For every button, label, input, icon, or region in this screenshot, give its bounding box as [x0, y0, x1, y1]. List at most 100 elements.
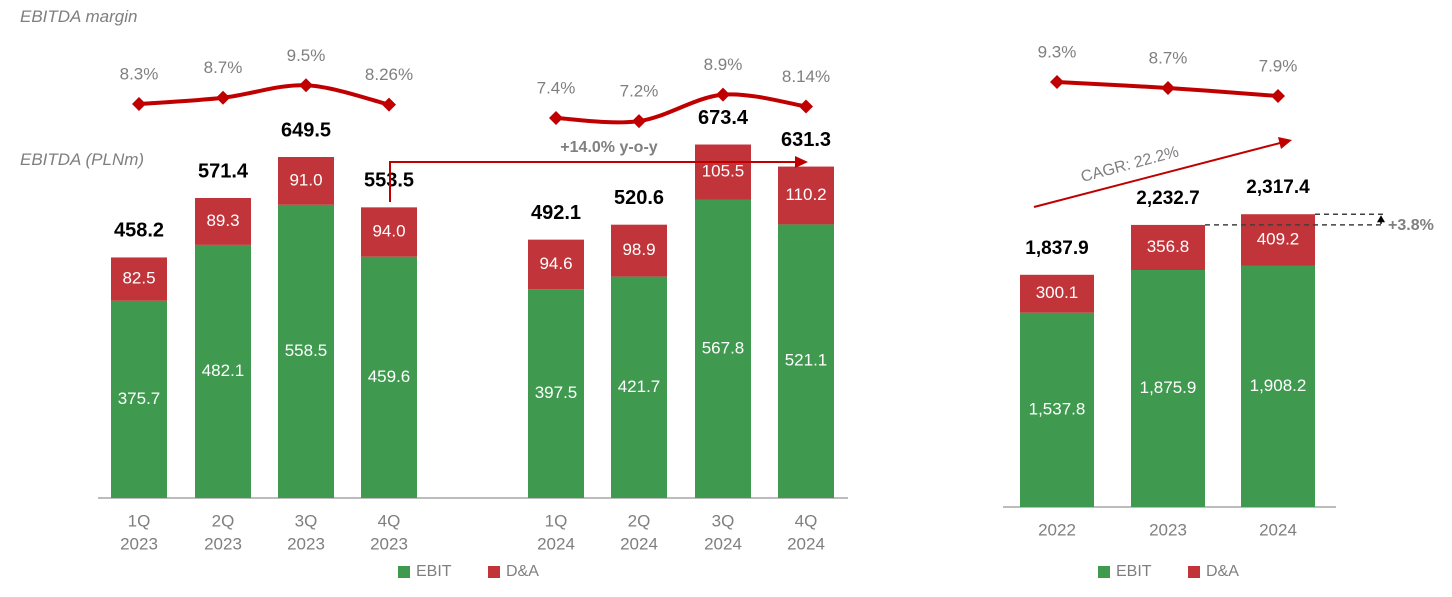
quarterly-2023-margin-point	[299, 78, 313, 93]
quarterly-ebit-label: 421.7	[618, 377, 661, 396]
quarterly-ebit-label: 567.8	[702, 338, 745, 357]
quarterly-2023-margin-point	[216, 90, 230, 105]
quarterly-legend-swatch	[488, 566, 500, 578]
annual-ebit-bar	[1131, 269, 1205, 507]
annual-total-label: 2,232.7	[1136, 188, 1199, 209]
quarterly-ebit-bar	[695, 199, 751, 498]
quarterly-tick-label: 2023	[204, 534, 242, 553]
annual-margin-point	[1050, 75, 1064, 89]
annual-total-label: 1,837.9	[1025, 238, 1088, 259]
quarterly-ebit-bar	[611, 276, 667, 498]
quarterly-tick-label: 2024	[537, 534, 575, 553]
quarterly-total-label: 649.5	[281, 119, 331, 141]
quarterly-da-label: 110.2	[785, 185, 826, 204]
ebitda-title: EBITDA (PLNm)	[20, 150, 145, 169]
quarterly-2023-margin-line	[138, 83, 390, 107]
annual-ebit-bar	[1020, 312, 1094, 507]
change-arrow-head	[1377, 215, 1385, 223]
quarterly-tick-label: 4Q	[378, 511, 401, 530]
quarterly-legend-label: D&A	[506, 563, 539, 580]
annual-margin-point	[1161, 81, 1175, 95]
quarterly-ebit-label: 375.7	[118, 389, 161, 408]
quarterly-ebit-bar	[528, 289, 584, 498]
annual-da-bar	[1020, 274, 1094, 313]
quarterly-ebit-label: 397.5	[535, 383, 578, 402]
quarterly-2024-margin-line	[555, 92, 807, 125]
quarterly-ebit-label: 482.1	[202, 361, 245, 380]
annual-legend-label: D&A	[1206, 563, 1239, 580]
annual-legend-swatch	[1098, 566, 1110, 578]
annual-da-label: 300.1	[1036, 283, 1079, 302]
annual-da-bar	[1131, 224, 1205, 270]
quarterly-tick-label: 1Q	[545, 511, 568, 530]
annual-ebit-label: 1,875.9	[1140, 378, 1197, 397]
quarterly-tick-label: 3Q	[295, 511, 318, 530]
annual-margin-point	[1271, 89, 1285, 103]
quarterly-total-label: 520.6	[614, 187, 664, 209]
annual-margin-label: 8.7%	[1149, 48, 1188, 67]
quarterly-tick-label: 2024	[787, 534, 825, 553]
quarterly-2024-margin-point	[799, 99, 813, 114]
quarterly-2023-margin-label: 8.26%	[365, 65, 413, 84]
quarterly-total-label: 492.1	[531, 202, 581, 224]
quarterly-ebit-label: 521.1	[785, 351, 828, 370]
cagr-arrow-line	[1033, 142, 1281, 208]
quarterly-2024-margin-label: 7.2%	[620, 82, 659, 101]
quarterly-legend-swatch	[398, 566, 410, 578]
annual-tick-label: 2024	[1259, 520, 1297, 539]
quarterly-ebit-label: 558.5	[285, 341, 328, 360]
quarterly-ebit-bar	[361, 256, 417, 498]
annual-margin-label: 7.9%	[1259, 56, 1298, 75]
quarterly-total-label: 458.2	[114, 220, 164, 242]
quarterly-da-bar	[611, 224, 667, 277]
annual-da-bar	[1241, 214, 1315, 266]
quarterly-tick-label: 4Q	[795, 511, 818, 530]
quarterly-2024-margin-label: 8.14%	[782, 67, 830, 86]
quarterly-da-bar	[361, 207, 417, 257]
quarterly-tick-label: 2023	[370, 534, 408, 553]
yoy-annotation: +14.0% y-o-y	[560, 139, 657, 156]
quarterly-2023-margin-label: 9.5%	[287, 46, 326, 65]
annual-legend-swatch	[1188, 566, 1200, 578]
quarterly-da-bar	[195, 198, 251, 245]
change-label: +3.8%	[1388, 217, 1434, 234]
quarterly-2024-margin-point	[632, 114, 646, 129]
annual-da-label: 356.8	[1147, 237, 1190, 256]
quarterly-da-label: 105.5	[702, 162, 745, 181]
quarterly-tick-label: 2Q	[212, 511, 235, 530]
quarterly-da-label: 94.0	[372, 222, 405, 241]
quarterly-da-bar	[111, 257, 167, 301]
quarterly-tick-label: 2023	[120, 534, 158, 553]
quarterly-2023-margin-point	[382, 97, 396, 112]
yoy-arrow-line	[389, 161, 797, 202]
quarterly-ebit-bar	[195, 244, 251, 498]
quarterly-da-bar	[278, 157, 334, 205]
quarterly-tick-label: 3Q	[712, 511, 735, 530]
quarterly-tick-label: 2024	[620, 534, 658, 553]
quarterly-total-label: 673.4	[698, 107, 749, 129]
annual-ebit-label: 1,908.2	[1250, 376, 1307, 395]
quarterly-ebit-bar	[278, 204, 334, 498]
quarterly-total-label: 571.4	[198, 160, 249, 182]
quarterly-ebit-bar	[111, 300, 167, 498]
annual-legend-label: EBIT	[1116, 563, 1152, 580]
quarterly-ebit-bar	[778, 224, 834, 499]
cagr-arrow-head	[1278, 137, 1292, 149]
quarterly-da-bar	[695, 144, 751, 200]
quarterly-da-label: 94.6	[539, 254, 572, 273]
quarterly-da-label: 82.5	[122, 269, 155, 288]
quarterly-2024-margin-label: 7.4%	[537, 79, 576, 98]
quarterly-tick-label: 2Q	[628, 511, 651, 530]
quarterly-2024-margin-point	[549, 111, 563, 126]
quarterly-legend-label: EBIT	[416, 563, 452, 580]
annual-total-label: 2,317.4	[1246, 177, 1310, 198]
cagr-label: CAGR: 22.2%	[1079, 144, 1180, 186]
annual-ebit-label: 1,537.8	[1029, 399, 1086, 418]
quarterly-da-label: 89.3	[206, 211, 239, 230]
quarterly-da-bar	[778, 166, 834, 225]
annual-tick-label: 2023	[1149, 520, 1187, 539]
ebitda-margin-title: EBITDA margin	[20, 7, 138, 26]
quarterly-tick-label: 2023	[287, 534, 325, 553]
quarterly-2023-margin-point	[132, 97, 146, 111]
